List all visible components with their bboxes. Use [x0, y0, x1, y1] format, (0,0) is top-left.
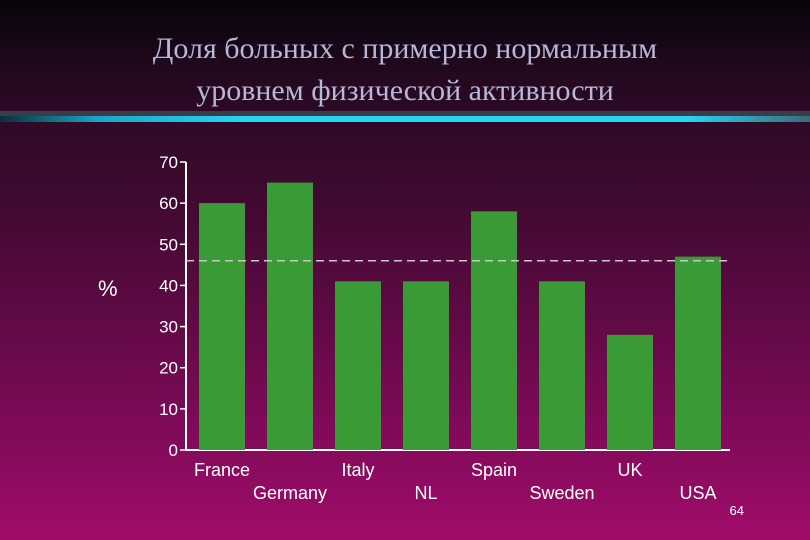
y-tick-label-60: 60 [159, 194, 178, 213]
x-tick-label-italy: Italy [341, 460, 374, 480]
divider-cyan-band [0, 116, 810, 122]
x-tick-label-nl: NL [414, 483, 437, 503]
bar-spain [471, 211, 517, 450]
bar-nl [403, 281, 449, 450]
y-tick-label-40: 40 [159, 276, 178, 295]
bar-uk [607, 334, 653, 450]
x-tick-label-uk: UK [617, 460, 642, 480]
bar-italy [335, 281, 381, 450]
y-tick-label-10: 10 [159, 400, 178, 419]
title-line-2: уровнем физической активности [196, 74, 614, 107]
bar-usa [675, 256, 721, 450]
bar-france [199, 203, 245, 450]
y-unit-label: % [98, 276, 118, 301]
x-tick-label-france: France [194, 460, 250, 480]
bar-germany [267, 182, 313, 451]
slide-title: Доля больных с примерно нормальным уровн… [0, 28, 810, 112]
title-divider [0, 111, 810, 125]
x-tick-label-usa: USA [679, 483, 716, 503]
bar-sweden [539, 281, 585, 450]
y-tick-label-0: 0 [169, 441, 178, 460]
y-tick-label-50: 50 [159, 235, 178, 254]
title-line-1: Доля больных с примерно нормальным [152, 32, 658, 65]
page-number: 64 [729, 503, 744, 518]
y-tick-label-30: 30 [159, 318, 178, 337]
x-tick-label-sweden: Sweden [529, 483, 594, 503]
x-tick-label-spain: Spain [471, 460, 517, 480]
y-tick-label-20: 20 [159, 359, 178, 378]
y-tick-label-70: 70 [159, 153, 178, 172]
x-tick-label-germany: Germany [253, 483, 327, 503]
divider-dark-band [0, 111, 810, 116]
